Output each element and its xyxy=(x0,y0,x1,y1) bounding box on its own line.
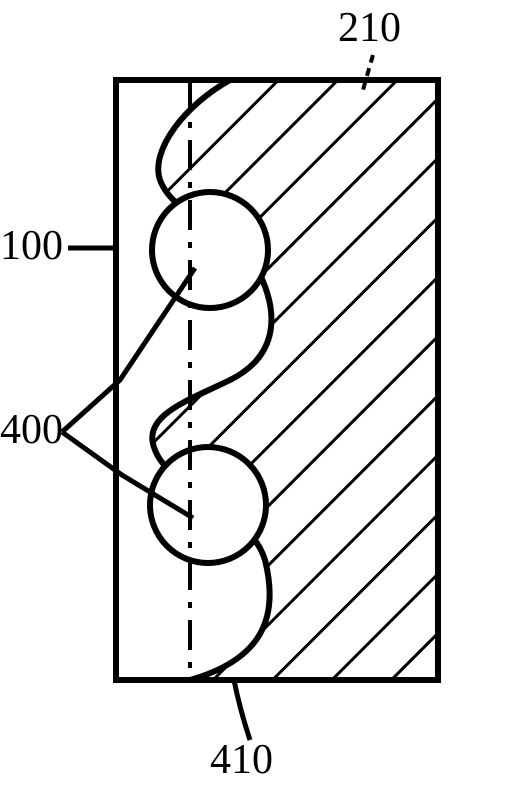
leader-410 xyxy=(234,680,250,740)
circle-upper xyxy=(152,192,268,308)
label-400: 400 xyxy=(0,406,63,454)
label-210: 210 xyxy=(338,4,401,52)
label-100: 100 xyxy=(0,222,63,270)
technical-diagram: 210 100 400 410 xyxy=(0,0,510,781)
hatched-region xyxy=(152,80,438,680)
diagram-svg xyxy=(0,0,510,781)
label-410: 410 xyxy=(210,736,273,784)
